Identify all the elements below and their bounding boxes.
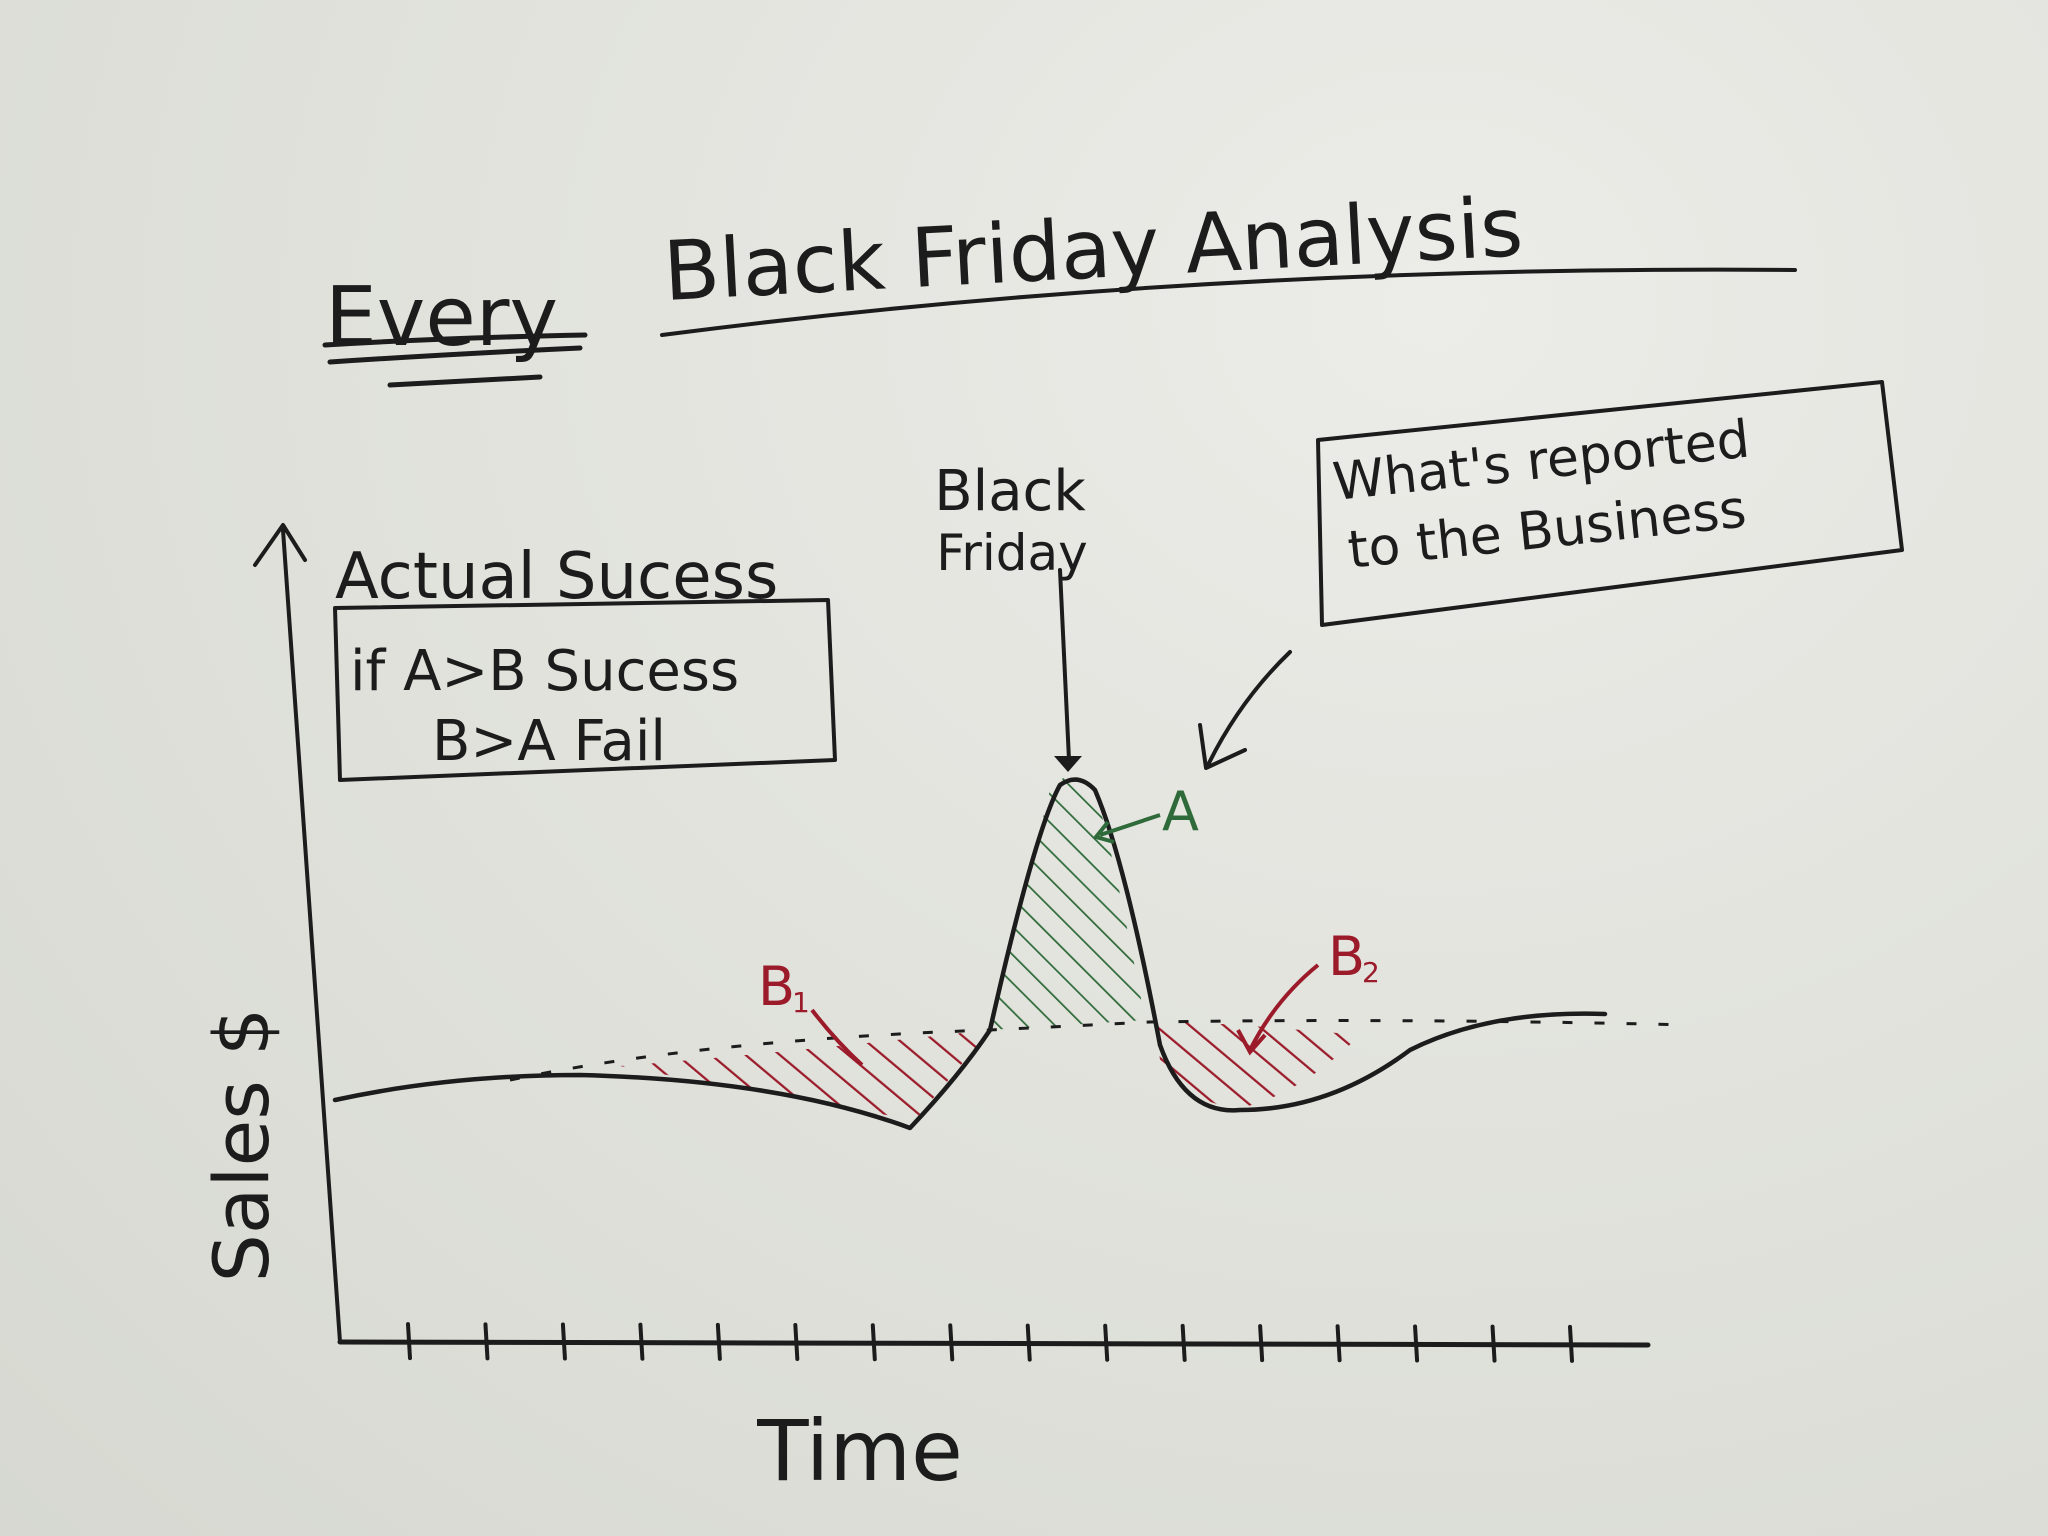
title-underline [660,267,1797,337]
event-label-line-1: Black [934,459,1086,524]
baseline-dashed-line [509,1019,1691,1082]
x-axis-tick [1490,1324,1497,1363]
x-axis-tick [1103,1323,1110,1362]
label-a-arrow [1099,813,1161,837]
legend-box: Actual Sucess if A>B Sucess B>A Fail [333,540,837,782]
title-emphasis-underline-3 [387,374,543,388]
x-axis-tick [948,1323,955,1362]
callout-arrowhead [1198,723,1247,770]
callout-box-frame [1316,380,1904,627]
region-labels: A B 1 B 2 [758,780,1380,1067]
callout-arrow-line [1206,650,1292,767]
event-arrow-line [1058,568,1071,762]
regions [620,775,1360,1120]
title-group: Every Black Friday Analysis [322,180,1797,388]
legend-line-2: B>A Fail [432,709,666,774]
x-axis-tick [638,1322,645,1361]
x-axis-tick [793,1323,800,1362]
label-b2-subscript: 2 [1362,956,1380,989]
sales-curve [332,777,1608,1131]
x-axis-tick [1180,1323,1187,1362]
x-axis-tick [1413,1324,1420,1363]
title-emphasis-underline-1 [322,332,588,348]
label-b2-arrow [1248,963,1320,1051]
callout-box: What's reported to the Business [1198,380,1904,770]
black-friday-marker: Black Friday [934,459,1088,772]
y-axis-label: Sales $ [197,1008,286,1283]
label-b1-arrow [810,1008,864,1067]
region-a-hatch [990,775,1145,1030]
x-axis-tick [1568,1324,1574,1363]
x-axis-ticks [406,1322,1574,1363]
x-axis-tick [1258,1324,1265,1363]
label-b1-subscript: 1 [792,986,810,1019]
event-arrowhead [1054,756,1082,772]
label-a: A [1162,780,1199,843]
label-b2: B [1328,925,1365,988]
region-b2-hatch [1155,1020,1360,1108]
event-label-line-2: Friday [936,524,1088,582]
x-axis-tick [870,1323,877,1362]
x-axis-tick [1335,1324,1342,1363]
region-b1-hatch [620,1030,990,1120]
legend-box-frame [333,598,837,782]
label-a-arrowhead [1092,820,1115,844]
title-emphasis-underline-2 [327,345,583,365]
y-axis-arrowhead [253,523,307,567]
label-b1: B [758,955,795,1018]
x-axis-tick [715,1322,722,1361]
x-axis-tick [483,1322,490,1361]
y-axis-line [281,528,342,1344]
axes: Sales $ Time [197,523,1651,1500]
x-axis-label: Time [756,1402,963,1500]
x-axis-line [337,1339,1651,1348]
legend-line-1: if A>B Sucess [350,639,739,704]
x-axis-tick [1025,1323,1032,1362]
x-axis-tick [560,1322,567,1361]
x-axis-tick [406,1322,412,1361]
label-b2-arrowhead [1236,1029,1267,1056]
title-text: Black Friday Analysis [661,180,1525,320]
